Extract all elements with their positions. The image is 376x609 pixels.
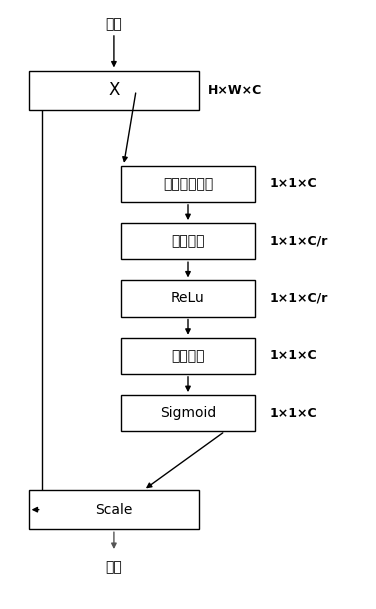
Text: 全局平均池化: 全局平均池化	[163, 177, 213, 191]
FancyBboxPatch shape	[121, 223, 255, 259]
FancyBboxPatch shape	[121, 337, 255, 374]
Text: H×W×C: H×W×C	[208, 84, 262, 97]
Text: 输入: 输入	[106, 17, 122, 31]
Text: Scale: Scale	[95, 502, 133, 516]
Text: 1×1×C/r: 1×1×C/r	[270, 234, 328, 248]
FancyBboxPatch shape	[121, 166, 255, 202]
Text: 1×1×C: 1×1×C	[270, 350, 317, 362]
Text: ReLu: ReLu	[171, 292, 205, 306]
Text: 1×1×C/r: 1×1×C/r	[270, 292, 328, 305]
Text: Sigmoid: Sigmoid	[160, 406, 216, 420]
Text: 输出: 输出	[106, 560, 122, 574]
Text: X: X	[108, 81, 120, 99]
Text: 1×1×C: 1×1×C	[270, 407, 317, 420]
FancyBboxPatch shape	[121, 280, 255, 317]
FancyBboxPatch shape	[29, 71, 199, 110]
FancyBboxPatch shape	[29, 490, 199, 529]
Text: 全连接层: 全连接层	[171, 349, 205, 363]
Text: 全连接层: 全连接层	[171, 234, 205, 248]
FancyBboxPatch shape	[121, 395, 255, 431]
Text: 1×1×C: 1×1×C	[270, 177, 317, 190]
